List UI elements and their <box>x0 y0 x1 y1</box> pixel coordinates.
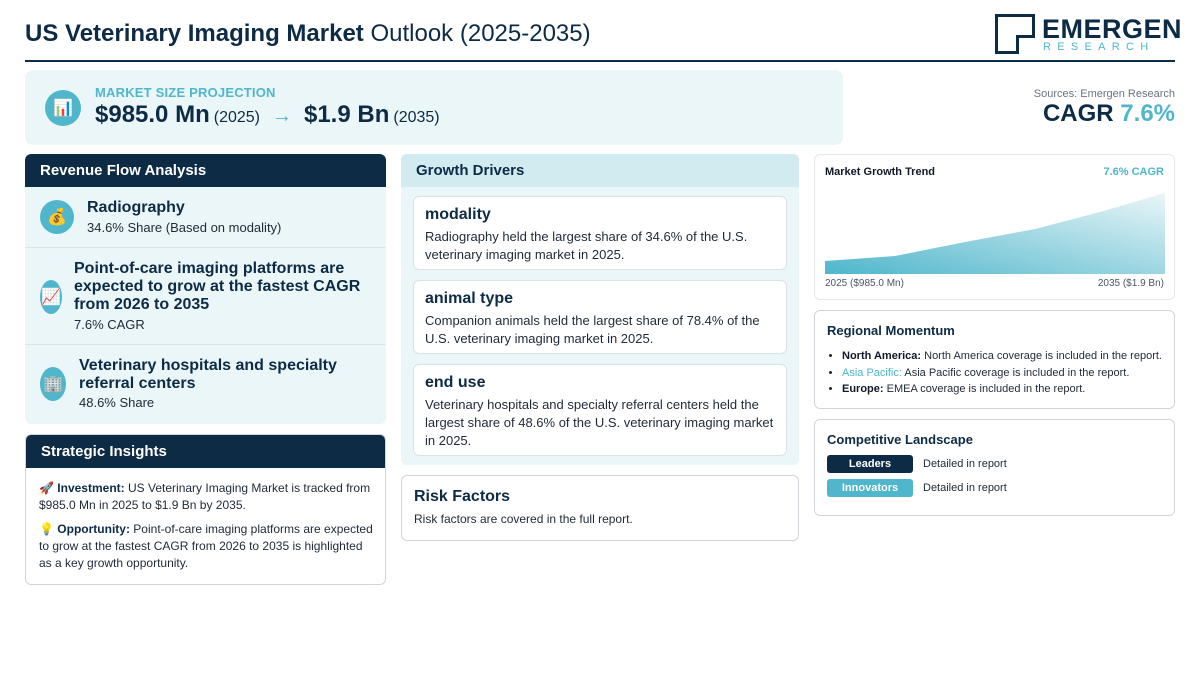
insight-opportunity: 💡 Opportunity: Point-of-care imaging pla… <box>39 521 375 572</box>
strategic-insights-title: Strategic Insights <box>26 435 385 468</box>
bar-chart-icon: 📊 <box>45 90 81 126</box>
trend-title: Market Growth Trend <box>825 166 936 178</box>
logo-main-text: EMERGEN <box>1042 14 1183 44</box>
competitive-landscape-title: Competitive Landscape <box>827 432 973 447</box>
list-item: Asia Pacific: Asia Pacific coverage is i… <box>842 365 1172 382</box>
revenue-item-title: Radiography <box>87 199 185 216</box>
arrow-right-icon: → <box>271 105 292 127</box>
driver-text: Veterinary hospitals and specialty refer… <box>425 397 774 448</box>
innovators-text: Detailed in report <box>923 482 1007 494</box>
competitive-landscape-panel: Competitive Landscape Leaders Detailed i… <box>814 419 1175 516</box>
risk-factors-text: Risk factors are covered in the full rep… <box>414 512 633 526</box>
risk-factors-title: Risk Factors <box>414 488 511 505</box>
growth-drivers-title: Growth Drivers <box>401 154 799 187</box>
light-bulb-icon: 💡 <box>39 522 54 536</box>
revenue-flow-title: Revenue Flow Analysis <box>25 154 386 187</box>
regional-momentum-title: Regional Momentum <box>827 323 955 338</box>
leaders-text: Detailed in report <box>923 458 1007 470</box>
trend-area <box>825 193 1165 274</box>
regional-momentum-panel: Regional Momentum North America: North A… <box>814 310 1175 409</box>
page-title-rest: Outlook (2025-2035) <box>370 20 591 47</box>
list-item: North America: North America coverage is… <box>842 348 1172 365</box>
innovators-badge: Innovators <box>827 479 913 497</box>
regional-list: North America: North America coverage is… <box>842 348 1172 398</box>
region-name: Europe: <box>842 383 884 395</box>
projection-label: MARKET SIZE PROJECTION <box>95 85 276 100</box>
revenue-item-title: Veterinary hospitals and specialty refer… <box>79 357 337 392</box>
revenue-item-veterinary-hospitals: 🏢 Veterinary hospitals and specialty ref… <box>25 345 386 424</box>
trend-start-label: 2025 ($985.0 Mn) <box>825 278 904 289</box>
region-text: EMEA coverage is included in the report. <box>886 383 1086 395</box>
market-growth-trend-panel: Market Growth Trend 7.6% CAGR 2025 ($985… <box>814 154 1175 300</box>
revenue-item-title: Point-of-care imaging platforms are expe… <box>74 260 361 313</box>
projection-end-value: $1.9 Bn <box>303 101 390 128</box>
strategic-insights-panel: Strategic Insights 🚀 Investment: US Vete… <box>25 434 386 585</box>
risk-factors-panel: Risk Factors Risk factors are covered in… <box>401 475 799 541</box>
cagr-value: 7.6% <box>1120 100 1175 127</box>
market-size-projection: 📊 MARKET SIZE PROJECTION $985.0 Mn (2025)… <box>25 70 843 145</box>
region-text: North America coverage is included in th… <box>924 350 1162 362</box>
leaders-badge: Leaders <box>827 455 913 473</box>
page-title: US Veterinary Imaging Market Outlook (20… <box>25 20 591 48</box>
driver-title: modality <box>425 206 491 223</box>
page-header: US Veterinary Imaging Market Outlook (20… <box>25 12 1182 62</box>
projection-values: $985.0 Mn (2025) → $1.9 Bn (2035) <box>95 101 440 129</box>
projection-start-value: $985.0 Mn <box>95 101 210 128</box>
driver-card-animal-type: animal type Companion animals held the l… <box>413 280 787 354</box>
cagr-summary: CAGR 7.6% <box>1043 100 1175 128</box>
revenue-item-subtitle: 34.6% Share (Based on modality) <box>87 220 282 235</box>
driver-text: Radiography held the largest share of 34… <box>425 229 748 262</box>
page-title-bold: US Veterinary Imaging Market <box>25 20 364 47</box>
rocket-icon: 🚀 <box>39 481 54 495</box>
trend-cagr-label: 7.6% CAGR <box>1103 166 1164 178</box>
revenue-item-point-of-care: 📈 Point-of-care imaging platforms are ex… <box>25 248 386 345</box>
growth-drivers-panel: Growth Drivers modality Radiography held… <box>401 154 799 465</box>
cagr-label: CAGR <box>1042 100 1114 127</box>
chart-increasing-icon: 📈 <box>40 280 62 314</box>
logo-sub-text: RESEARCH <box>1043 41 1155 53</box>
logo-mark-icon <box>995 14 1035 54</box>
insight-text: Point-of-care imaging platforms are expe… <box>39 522 373 570</box>
driver-title: end use <box>425 374 486 391</box>
revenue-item-subtitle: 7.6% CAGR <box>74 317 145 332</box>
list-item: Europe: EMEA coverage is included in the… <box>842 381 1172 398</box>
emergen-logo[interactable]: EMERGEN RESEARCH <box>995 14 1182 56</box>
region-name: North America: <box>842 350 922 362</box>
building-icon: 🏢 <box>40 367 66 401</box>
trend-area-chart <box>825 193 1165 274</box>
insight-text: US Veterinary Imaging Market is tracked … <box>39 481 371 512</box>
revenue-item-subtitle: 48.6% Share <box>79 395 155 410</box>
revenue-item-radiography: 💰 Radiography 34.6% Share (Based on moda… <box>25 187 386 248</box>
region-name: Asia Pacific: <box>842 366 902 379</box>
trend-end-label: 2035 ($1.9 Bn) <box>1097 278 1164 289</box>
revenue-flow-panel: Revenue Flow Analysis 💰 Radiography 34.6… <box>25 154 386 424</box>
projection-end-year: (2035) <box>393 109 440 126</box>
insight-investment: 🚀 Investment: US Veterinary Imaging Mark… <box>39 480 375 514</box>
insight-label: Investment: <box>57 481 125 495</box>
driver-card-modality: modality Radiography held the largest sh… <box>413 196 787 270</box>
region-text: Asia Pacific coverage is included in the… <box>904 366 1130 379</box>
sources-text: Sources: Emergen Research <box>1033 88 1175 100</box>
money-bag-icon: 💰 <box>40 200 74 234</box>
driver-title: animal type <box>425 290 514 307</box>
insight-label: Opportunity: <box>57 522 130 536</box>
driver-card-end-use: end use Veterinary hospitals and special… <box>413 364 787 456</box>
projection-start-year: (2025) <box>213 109 260 126</box>
driver-text: Companion animals held the largest share… <box>425 313 760 346</box>
